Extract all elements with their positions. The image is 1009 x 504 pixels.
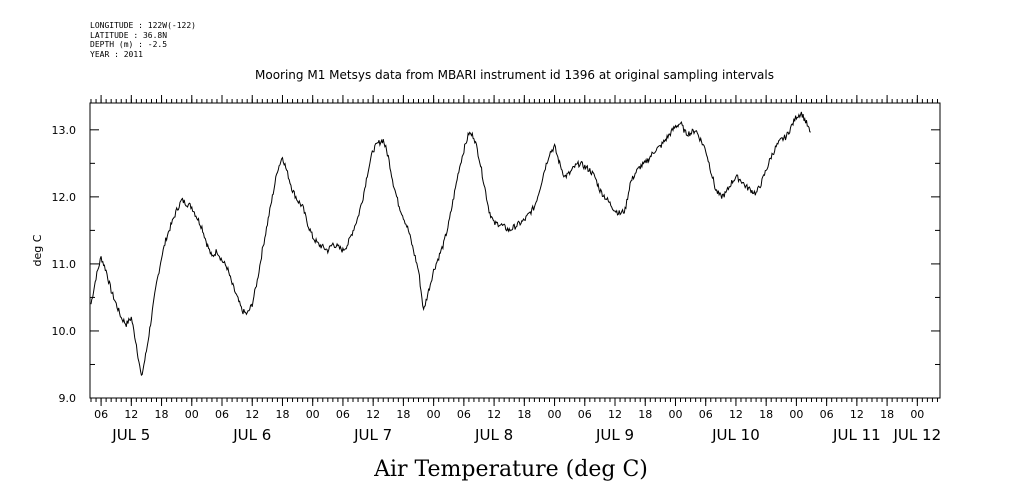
y-tick-label: 11.0 [52, 258, 77, 271]
x-day-label: JUL 8 [474, 426, 513, 444]
x-tick-label: 06 [215, 408, 229, 421]
x-tick-label: 06 [336, 408, 350, 421]
x-day-label: JUL 9 [595, 426, 634, 444]
y-tick-label: 13.0 [52, 124, 77, 137]
latitude-text: LATITUDE : 36.8N [90, 30, 168, 40]
x-tick-label: 18 [155, 408, 169, 421]
x-tick-label: 00 [789, 408, 803, 421]
x-axis-label: Air Temperature (deg C) [373, 457, 648, 482]
x-tick-label: 18 [396, 408, 410, 421]
x-tick-label: 06 [94, 408, 108, 421]
x-tick-label: 06 [699, 408, 713, 421]
x-tick-label: 00 [548, 408, 562, 421]
x-tick-label: 06 [457, 408, 471, 421]
longitude-text: LONGITUDE : 122W(-122) [90, 21, 196, 30]
x-tick-label: 12 [850, 408, 864, 421]
x-tick-label: 18 [759, 408, 773, 421]
x-tick-label: 12 [487, 408, 501, 421]
x-tick-label: 18 [880, 408, 894, 421]
x-tick-label: 06 [820, 408, 834, 421]
x-tick-label: 18 [517, 408, 531, 421]
depth-text: DEPTH (m) : -2.5 [90, 40, 168, 49]
chart-title: Mooring M1 Metsys data from MBARI instru… [255, 68, 774, 82]
x-day-label: JUL 11 [832, 426, 881, 444]
x-tick-label: 12 [729, 408, 743, 421]
y-axis-label: deg C [31, 234, 44, 266]
series-line [90, 111, 811, 376]
x-tick-label: 12 [124, 408, 138, 421]
x-day-label: JUL 7 [353, 426, 392, 444]
x-tick-label: 00 [185, 408, 199, 421]
x-tick-label: 00 [306, 408, 320, 421]
x-tick-label: 00 [427, 408, 441, 421]
x-day-label: JUL 6 [232, 426, 271, 444]
metadata-block: LONGITUDE : 122W(-122) LATITUDE : 36.8N … [90, 21, 196, 59]
year-text: YEAR : 2011 [90, 49, 143, 59]
x-tick-label: 18 [275, 408, 289, 421]
x-tick-label: 18 [638, 408, 652, 421]
x-tick-label: 06 [578, 408, 592, 421]
y-tick-label: 9.0 [59, 392, 77, 405]
x-day-label: JUL 12 [893, 426, 942, 444]
x-tick-label: 12 [366, 408, 380, 421]
x-day-label: JUL 5 [111, 426, 150, 444]
x-tick-label: 00 [910, 408, 924, 421]
x-tick-label: 00 [668, 408, 682, 421]
x-tick-label: 12 [608, 408, 622, 421]
y-tick-label: 12.0 [52, 191, 77, 204]
y-tick-label: 10.0 [52, 325, 77, 338]
plot-frame [89, 102, 941, 399]
x-tick-label: 12 [245, 408, 259, 421]
x-day-label: JUL 10 [711, 426, 760, 444]
